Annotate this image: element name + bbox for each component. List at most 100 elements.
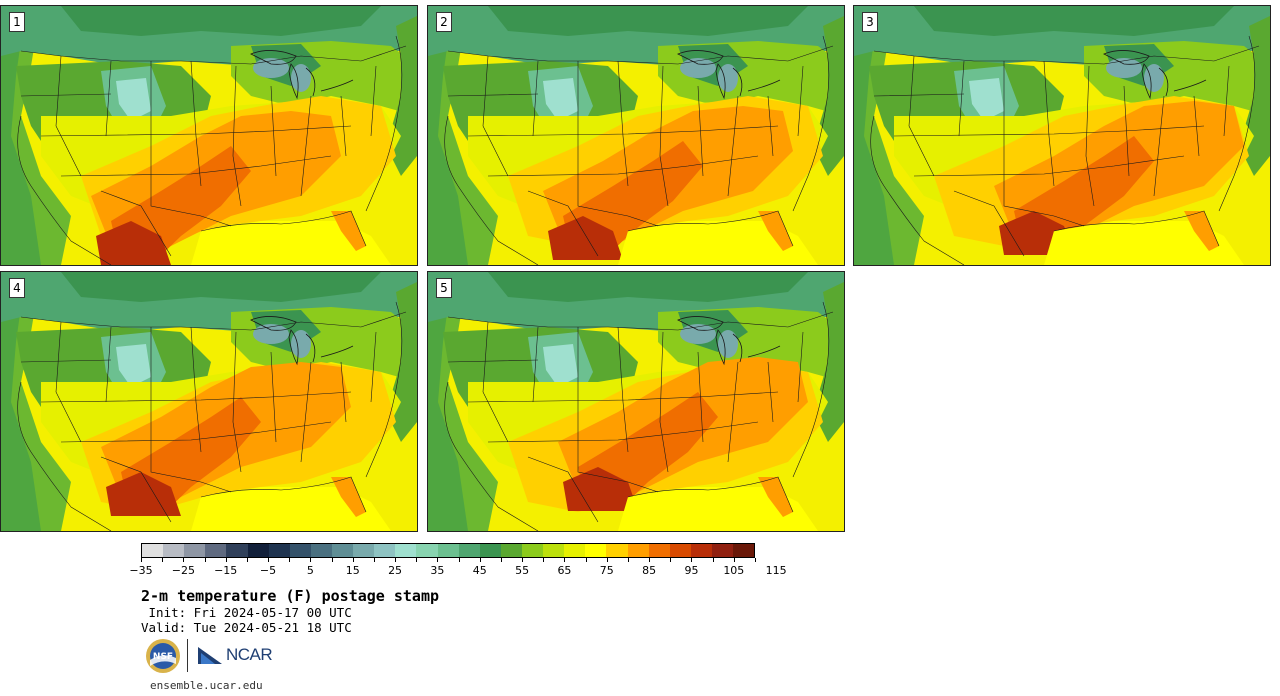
colorbar-tick — [437, 558, 439, 562]
colorbar-tick — [670, 558, 672, 562]
panel-label: 2 — [436, 12, 452, 32]
colorbar-swatch — [268, 544, 290, 557]
init-time: Init: Fri 2024-05-17 00 UTC — [141, 605, 352, 620]
colorbar-tick — [141, 558, 142, 562]
member-panel-1: 1 — [0, 5, 418, 266]
colorbar-swatch — [289, 544, 311, 557]
colorbar-tick-label: 105 — [723, 564, 745, 577]
colorbar-tick-label: −25 — [171, 564, 195, 577]
colorbar-tick-label: −15 — [214, 564, 238, 577]
valid-time: Valid: Tue 2024-05-21 18 UTC — [141, 620, 352, 635]
colorbar-tick — [416, 558, 418, 562]
temperature-map — [428, 272, 844, 531]
colorbar-swatch — [395, 544, 417, 557]
colorbar-tick — [564, 558, 566, 562]
ncar-logo: NCAR — [197, 644, 273, 666]
colorbar-tick — [627, 558, 629, 562]
colorbar-tick — [395, 558, 397, 562]
temperature-map — [854, 6, 1270, 265]
colorbar-tick-label: 15 — [345, 564, 360, 577]
ncar-logo-text: NCAR — [226, 645, 273, 664]
colorbar-tick — [479, 558, 481, 562]
colorbar-swatch — [226, 544, 248, 557]
colorbar-tick — [712, 558, 714, 562]
colorbar-swatch — [310, 544, 332, 557]
colorbar-swatch — [669, 544, 691, 557]
nsf-logo-icon: NSF — [146, 639, 180, 673]
logo-divider — [187, 639, 188, 672]
colorbar-tick — [733, 558, 735, 562]
colorbar-swatch — [163, 544, 185, 557]
ncar-mark-icon — [198, 647, 222, 664]
member-panel-4: 4 — [0, 271, 418, 532]
panel-label: 4 — [9, 278, 25, 298]
colorbar-tick — [204, 558, 206, 562]
temperature-map — [1, 6, 417, 265]
colorbar-tick-label: 5 — [306, 564, 314, 577]
colorbar-swatch — [648, 544, 670, 557]
colorbar-tick — [246, 558, 248, 562]
colorbar-swatch — [500, 544, 522, 557]
colorbar-tick — [310, 558, 312, 562]
colorbar-swatch — [353, 544, 375, 557]
member-panel-3: 3 — [853, 5, 1271, 266]
colorbar-swatch — [606, 544, 628, 557]
figure-title: 2-m temperature (F) postage stamp — [141, 587, 440, 605]
colorbar-tick — [458, 558, 460, 562]
colorbar-swatch — [733, 544, 755, 557]
colorbar-swatch — [205, 544, 227, 557]
temperature-map — [1, 272, 417, 531]
colorbar-tick — [268, 558, 270, 562]
colorbar-tick-label: 35 — [430, 564, 445, 577]
colorbar-tick — [331, 558, 333, 562]
website-url: ensemble.ucar.edu — [150, 679, 263, 692]
colorbar-tick — [352, 558, 354, 562]
colorbar-tick — [585, 558, 587, 562]
colorbar-tick — [225, 558, 227, 562]
member-panel-5: 5 — [427, 271, 845, 532]
colorbar-ticks: −35 −25 −15 −5 5 15 25 35 45 55 65 75 85 95 105 115 — [129, 558, 787, 578]
colorbar-swatch — [374, 544, 396, 557]
colorbar-swatch — [543, 544, 565, 557]
colorbar-tick-label: 45 — [472, 564, 487, 577]
colorbar-tick-label: −5 — [259, 564, 277, 577]
panel-label: 5 — [436, 278, 452, 298]
colorbar-tick-label: 115 — [765, 564, 787, 577]
colorbar-swatch — [142, 544, 164, 557]
colorbar-swatch — [627, 544, 649, 557]
colorbar-swatch — [564, 544, 586, 557]
colorbar-tick-label: 65 — [557, 564, 572, 577]
colorbar-tick — [522, 558, 524, 562]
colorbar-swatch — [437, 544, 459, 557]
panel-label: 1 — [9, 12, 25, 32]
colorbar-tick — [543, 558, 545, 562]
colorbar-swatch — [690, 544, 712, 557]
colorbar-tick-label: 85 — [642, 564, 657, 577]
colorbar-swatch — [585, 544, 607, 557]
colorbar-swatch — [458, 544, 480, 557]
colorbar-tick — [649, 558, 651, 562]
temperature-colorbar — [141, 543, 755, 558]
colorbar-tick-label: −35 — [129, 564, 153, 577]
colorbar-swatch — [479, 544, 501, 557]
colorbar-swatch — [416, 544, 438, 557]
colorbar-tick — [289, 558, 291, 562]
temperature-map — [428, 6, 844, 265]
colorbar-swatch — [184, 544, 206, 557]
colorbar-tick — [162, 558, 164, 562]
colorbar-tick — [755, 558, 756, 562]
colorbar-swatch — [711, 544, 734, 557]
colorbar-swatch — [521, 544, 544, 557]
member-panel-2: 2 — [427, 5, 845, 266]
colorbar-tick-label: 25 — [388, 564, 403, 577]
panel-label: 3 — [862, 12, 878, 32]
colorbar-tick — [183, 558, 185, 562]
colorbar-swatch — [247, 544, 269, 557]
colorbar-tick-label: 75 — [599, 564, 614, 577]
colorbar-tick — [373, 558, 375, 562]
colorbar-tick — [606, 558, 608, 562]
colorbar-tick-label: 55 — [515, 564, 530, 577]
colorbar-tick — [691, 558, 693, 562]
colorbar-tick-label: 95 — [684, 564, 699, 577]
colorbar-swatch — [331, 544, 354, 557]
